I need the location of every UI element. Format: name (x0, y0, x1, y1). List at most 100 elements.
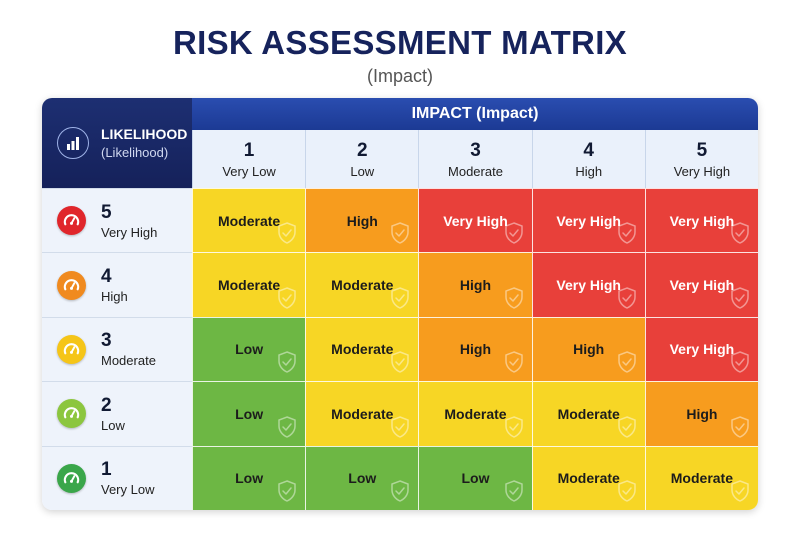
risk-cell: Moderate (305, 381, 419, 446)
shield-check-icon (390, 351, 410, 374)
shield-check-icon (504, 480, 524, 502)
likelihood-corner: LIKELIHOOD (Likelihood) (42, 98, 192, 188)
risk-level-label: Very High (669, 212, 735, 229)
risk-cell: Moderate (305, 316, 419, 382)
risk-cell: Very High (644, 252, 758, 317)
impact-column-label: Very High (673, 163, 731, 179)
impact-column-number: 3 (470, 139, 481, 161)
risk-level-label: Very High (669, 277, 735, 294)
risk-level-label: Very High (669, 341, 735, 358)
shield-check-icon (730, 286, 750, 309)
shield-check-icon (504, 286, 524, 309)
likelihood-row-2: 2 Low (42, 381, 192, 446)
shield-check-icon (617, 286, 637, 309)
risk-cell: High (305, 188, 419, 253)
risk-level-label: Very High (556, 212, 621, 229)
gauge-icon (57, 334, 86, 364)
impact-column-number: 2 (356, 139, 368, 161)
likelihood-row-label: High (101, 289, 128, 305)
impact-column-4: 4 High (531, 130, 645, 188)
likelihood-row-number: 5 (101, 201, 112, 223)
shield-check-icon (277, 480, 297, 502)
shield-check-icon (617, 480, 637, 502)
risk-cell: High (418, 252, 532, 317)
risk-level-label: Very High (556, 277, 621, 294)
risk-matrix: LIKELIHOOD (Likelihood) IMPACT (Impact) … (42, 98, 758, 510)
impact-column-label: High (575, 163, 603, 179)
shield-check-icon (504, 415, 524, 438)
risk-level-label: Low (235, 470, 264, 487)
likelihood-row-label: Very High (101, 224, 158, 240)
shield-check-icon (617, 415, 637, 438)
shield-check-icon (277, 415, 297, 438)
shield-check-icon (730, 415, 750, 438)
risk-cell: Very High (531, 252, 645, 317)
likelihood-row-number: 1 (101, 459, 112, 481)
likelihood-row-label: Low (101, 417, 125, 433)
shield-check-icon (390, 286, 410, 309)
risk-level-label: Low (235, 341, 264, 358)
risk-cell: Low (192, 381, 306, 446)
shield-check-icon (617, 351, 637, 374)
risk-level-label: Moderate (557, 405, 620, 422)
risk-cell: Very High (644, 188, 758, 253)
shield-check-icon (390, 415, 410, 438)
risk-level-label: Moderate (331, 277, 394, 294)
risk-cell: Low (192, 445, 306, 510)
risk-cell: High (644, 381, 758, 446)
impact-column-number: 1 (243, 139, 255, 161)
risk-level-label: High (573, 341, 605, 358)
impact-column-3: 3 Moderate (418, 130, 532, 188)
shield-check-icon (730, 351, 750, 374)
likelihood-title: LIKELIHOOD (101, 126, 188, 142)
shield-check-icon (390, 222, 410, 245)
likelihood-subtitle: (Likelihood) (101, 145, 169, 160)
shield-check-icon (277, 286, 297, 309)
likelihood-row-5: 5 Very High (42, 188, 192, 253)
risk-level-label: High (459, 341, 492, 358)
risk-level-label: Moderate (444, 405, 507, 422)
risk-cell: High (418, 316, 532, 382)
shield-check-icon (277, 222, 297, 245)
risk-level-label: Moderate (217, 212, 281, 229)
impact-column-label: Moderate (448, 163, 503, 179)
likelihood-row-number: 4 (101, 266, 112, 288)
risk-cell: Moderate (192, 188, 306, 253)
impact-header: IMPACT (Impact) (192, 98, 758, 130)
shield-check-icon (504, 222, 524, 245)
likelihood-row-3: 3 Moderate (42, 316, 192, 382)
risk-level-label: High (346, 212, 378, 229)
risk-level-label: Very High (443, 212, 508, 229)
likelihood-row-label: Very Low (101, 482, 155, 498)
shield-check-icon (730, 222, 750, 245)
risk-cell: Very High (418, 188, 532, 253)
page-title: RISK ASSESSMENT MATRIX (173, 24, 627, 61)
impact-column-number: 4 (583, 139, 594, 161)
risk-cell: Moderate (192, 252, 306, 317)
shield-check-icon (277, 351, 297, 374)
impact-column-5: 5 Very High (644, 130, 758, 188)
risk-level-label: Low (348, 470, 377, 487)
risk-level-label: Moderate (670, 470, 733, 487)
risk-cell: Moderate (418, 381, 532, 446)
risk-level-label: Moderate (217, 277, 281, 294)
gauge-icon (57, 463, 86, 493)
likelihood-row-number: 2 (101, 394, 112, 416)
shield-check-icon (390, 480, 410, 502)
risk-level-label: High (459, 277, 492, 294)
risk-cell: Very High (644, 316, 758, 382)
likelihood-row-1: 1 Very Low (42, 445, 192, 510)
likelihood-row-number: 3 (101, 330, 112, 352)
risk-level-label: Moderate (331, 341, 394, 358)
risk-level-label: Low (461, 470, 490, 487)
risk-cell: Moderate (531, 445, 645, 510)
risk-level-label: Moderate (331, 405, 394, 422)
risk-cell: High (531, 316, 645, 382)
risk-cell: Moderate (531, 381, 645, 446)
risk-cell: Low (305, 445, 419, 510)
risk-cell: Very High (531, 188, 645, 253)
bar-chart-icon (57, 127, 89, 159)
risk-level-label: High (686, 405, 718, 422)
page-subtitle: (Impact) (366, 66, 433, 86)
shield-check-icon (504, 351, 524, 374)
